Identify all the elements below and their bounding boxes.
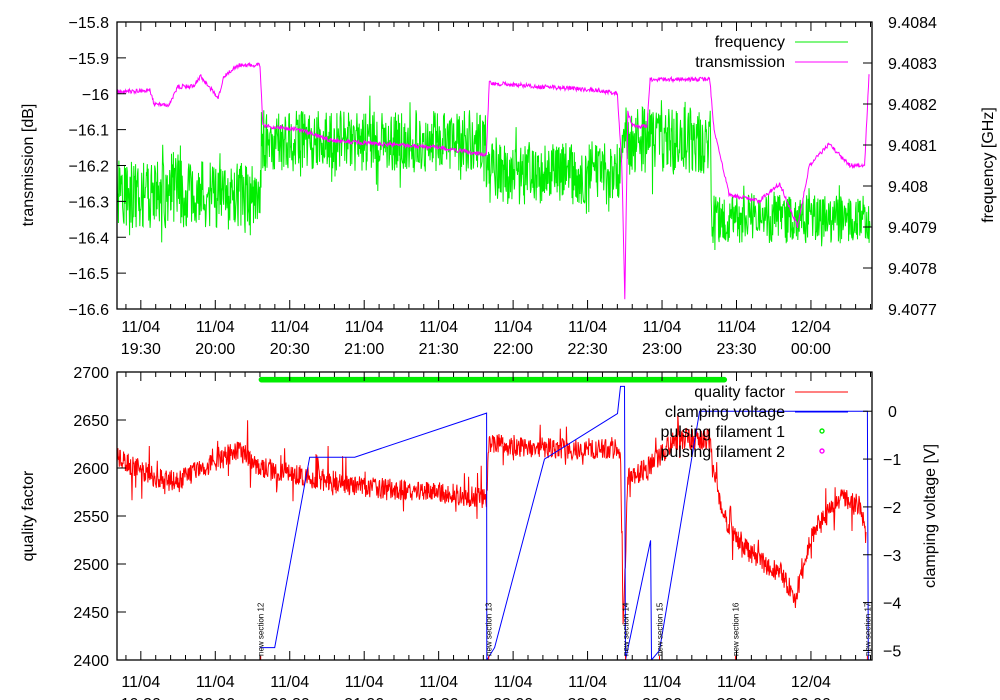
top-plot: 11/04 19:30 11/04 20:00 11/04 20:30 11/04 21:00… <box>69 15 938 358</box>
y2-tick-label: 9.4081 <box>888 138 937 155</box>
x-tick-label-time: 21:00 <box>344 341 384 358</box>
y-tick-label: 2600 <box>73 461 109 478</box>
x-tick-label-time: 19:30 <box>121 696 161 700</box>
y-tick-label: −16.1 <box>69 123 110 140</box>
x-tick-label-time: 20:30 <box>270 696 310 700</box>
y-tick-label: −16.5 <box>69 266 110 283</box>
y2-tick-label: −3 <box>883 548 901 565</box>
y2-tick-label: 9.4077 <box>888 302 937 319</box>
section-annotation: new section 13 <box>485 602 494 656</box>
x-tick-label-time: 20:00 <box>195 696 235 700</box>
section-annotation: new section 17 <box>863 602 872 656</box>
top-ylabel: transmission [dB] <box>20 104 37 227</box>
legend-label: quality factor <box>694 384 785 401</box>
y-tick-label: −16.3 <box>69 194 110 211</box>
legend-marker <box>819 448 825 454</box>
y2-tick-label: −1 <box>883 452 901 469</box>
x-tick-label-date: 11/04 <box>717 319 756 336</box>
y2-tick-label: −4 <box>883 596 901 613</box>
y-tick-label: 2400 <box>73 653 109 670</box>
y2-tick-label: 9.408 <box>888 179 928 196</box>
section-annotation: new section 15 <box>655 602 664 656</box>
top-y2label: frequency [GHz] <box>980 107 997 223</box>
legend-marker <box>819 428 825 434</box>
x-tick-label-date: 11/04 <box>568 674 607 691</box>
y2-tick-label: 9.4083 <box>888 56 937 73</box>
x-tick-label-date: 11/04 <box>345 319 384 336</box>
y2-tick-label: −5 <box>883 643 901 660</box>
y-tick-label: 2550 <box>73 509 109 526</box>
y-tick-label: −16.4 <box>69 230 110 247</box>
series-line-clamping-voltage <box>259 385 869 660</box>
x-tick-label-time: 19:30 <box>121 341 161 358</box>
x-tick-label-date: 11/04 <box>643 674 682 691</box>
x-tick-label-time: 23:00 <box>642 341 682 358</box>
y-tick-label: 2500 <box>73 557 109 574</box>
series-line-frequency <box>117 95 871 251</box>
bottom-ylabel: quality factor <box>20 470 37 561</box>
x-tick-label-date: 12/04 <box>791 319 831 336</box>
x-tick-label-time: 23:30 <box>716 341 756 358</box>
plot-area <box>117 61 871 300</box>
legend-label: pulsing filament 2 <box>660 444 785 461</box>
section-annotation: new section 16 <box>731 602 740 656</box>
y2-tick-label: −2 <box>883 500 901 517</box>
x-tick-label-date: 11/04 <box>196 319 235 336</box>
x-tick-label-date: 11/04 <box>717 674 756 691</box>
x-tick-label-date: 12/04 <box>791 674 831 691</box>
y-tick-label: 2650 <box>73 413 109 430</box>
x-tick-label-date: 11/04 <box>643 319 682 336</box>
y2-tick-label: 9.4079 <box>888 220 937 237</box>
x-tick-label-time: 23:00 <box>642 696 682 700</box>
y2-tick-label: 9.4078 <box>888 261 937 278</box>
legend-label: clamping voltage <box>665 404 785 421</box>
y-tick-label: −16.6 <box>69 302 110 319</box>
x-tick-label-date: 11/04 <box>568 319 607 336</box>
y-tick-label: 2700 <box>73 365 109 382</box>
x-tick-label-time: 20:30 <box>270 341 310 358</box>
bottom-y2label: clamping voltage [V] <box>922 444 939 588</box>
x-tick-label-time: 00:00 <box>791 696 831 700</box>
y-tick-label: −16 <box>82 87 109 104</box>
x-tick-label-date: 11/04 <box>419 319 458 336</box>
x-tick-label-time: 22:30 <box>568 696 608 700</box>
bottom-plot: new section 12 new section 13 new section … <box>73 365 901 700</box>
legend-label: frequency <box>715 34 785 51</box>
series-line-transmission <box>117 61 870 300</box>
x-tick-label-time: 23:30 <box>716 696 756 700</box>
x-tick-label-date: 11/04 <box>494 319 533 336</box>
x-tick-label-date: 11/04 <box>494 674 533 691</box>
x-tick-label-time: 22:30 <box>568 341 608 358</box>
x-tick-label-date: 11/04 <box>196 674 235 691</box>
y-tick-label: −15.9 <box>69 51 110 68</box>
x-tick-label-time: 21:00 <box>344 696 384 700</box>
x-tick-label-time: 22:00 <box>493 341 533 358</box>
x-tick-label-date: 11/04 <box>121 674 160 691</box>
x-tick-label-time: 20:00 <box>195 341 235 358</box>
plot-area <box>117 376 869 660</box>
series-line-quality-factor <box>117 413 867 625</box>
x-tick-label-date: 11/04 <box>121 319 160 336</box>
y-tick-label: −16.2 <box>69 159 110 176</box>
section-annotation: new section 14 <box>622 602 631 656</box>
y-tick-label: −15.8 <box>69 15 110 32</box>
x-tick-label-date: 11/04 <box>270 319 309 336</box>
legend-label: pulsing filament 1 <box>660 424 785 441</box>
x-tick-label-time: 22:00 <box>493 696 533 700</box>
x-tick-label-time: 00:00 <box>791 341 831 358</box>
y2-tick-label: 9.4084 <box>888 15 937 32</box>
x-tick-label-time: 21:30 <box>419 341 459 358</box>
y2-tick-label: 0 <box>888 404 897 421</box>
y-tick-label: 2450 <box>73 605 109 622</box>
x-tick-label-time: 21:30 <box>419 696 459 700</box>
x-tick-label-date: 11/04 <box>345 674 384 691</box>
legend-label: transmission <box>695 54 785 71</box>
y2-tick-label: 9.4082 <box>888 97 937 114</box>
section-annotation: new section 12 <box>257 602 266 656</box>
x-tick-label-date: 11/04 <box>419 674 458 691</box>
x-tick-label-date: 11/04 <box>270 674 309 691</box>
pulsing-filament-marker <box>721 376 728 383</box>
